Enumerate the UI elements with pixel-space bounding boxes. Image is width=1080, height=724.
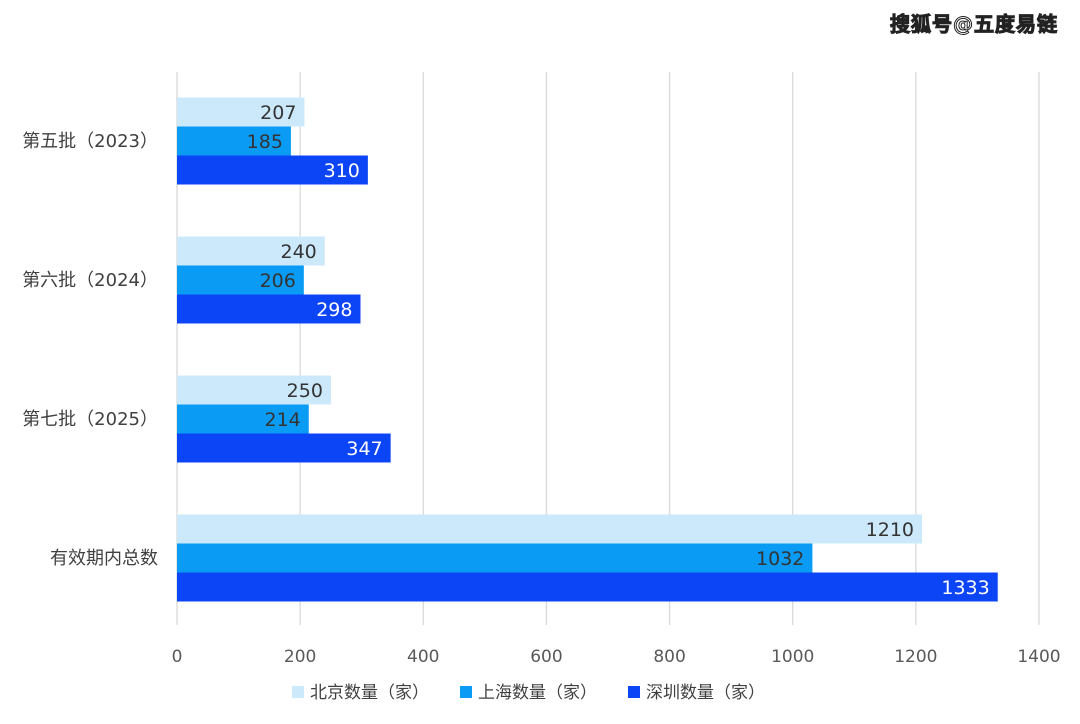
legend-swatch: [628, 686, 640, 698]
legend-swatch: [292, 686, 304, 698]
data-label: 240: [281, 241, 317, 263]
data-label: 250: [287, 380, 323, 402]
y-category-label: 第五批（2023）: [22, 131, 158, 152]
x-tick-label: 600: [530, 647, 562, 667]
legend-label: 上海数量（家）: [478, 683, 597, 703]
y-category-label: 第六批（2024）: [22, 270, 158, 291]
data-label: 310: [324, 160, 360, 182]
bar: [177, 265, 304, 295]
bar: [177, 97, 305, 127]
x-tick-label: 1400: [1017, 647, 1060, 667]
bar: [177, 433, 391, 463]
bar: [177, 514, 923, 544]
x-tick-label: 0: [172, 647, 183, 667]
y-category-label: 有效期内总数: [50, 548, 158, 569]
data-label: 1032: [756, 548, 804, 570]
data-label: 298: [316, 299, 352, 321]
data-label-layer: 207 185 310 240 206 298 250 214 347 1210 1032 1333: [247, 102, 990, 599]
bar: [177, 375, 331, 405]
bar: [177, 126, 291, 156]
data-label: 185: [247, 131, 283, 153]
data-label: 347: [346, 438, 382, 460]
bar: [177, 572, 998, 602]
watermark: 搜狐号@五度易链: [890, 12, 1058, 37]
bar: [177, 236, 325, 266]
bar: [177, 543, 813, 573]
bar: [177, 294, 361, 324]
x-tick-label: 400: [407, 647, 439, 667]
legend-swatch: [460, 686, 472, 698]
legend-label: 深圳数量（家）: [646, 683, 765, 703]
x-tick-label: 1200: [894, 647, 937, 667]
axis-layer: 0 200 400 600 800 1000 1200 1400 第五批（2023） 第六批（20…: [22, 131, 1060, 667]
data-label: 206: [260, 270, 296, 292]
bar: [177, 155, 368, 185]
x-tick-label: 200: [284, 647, 316, 667]
data-label: 207: [260, 102, 296, 124]
bar: [177, 404, 309, 434]
data-label: 1333: [941, 577, 989, 599]
y-category-label: 第七批（2025）: [22, 409, 158, 430]
x-tick-label: 1000: [771, 647, 814, 667]
legend-label: 北京数量（家）: [310, 683, 429, 703]
legend: 北京数量（家） 上海数量（家） 深圳数量（家）: [292, 683, 765, 703]
data-label: 1210: [866, 519, 914, 541]
bar-layer: [177, 97, 998, 602]
data-label: 214: [264, 409, 300, 431]
x-tick-label: 800: [653, 647, 685, 667]
